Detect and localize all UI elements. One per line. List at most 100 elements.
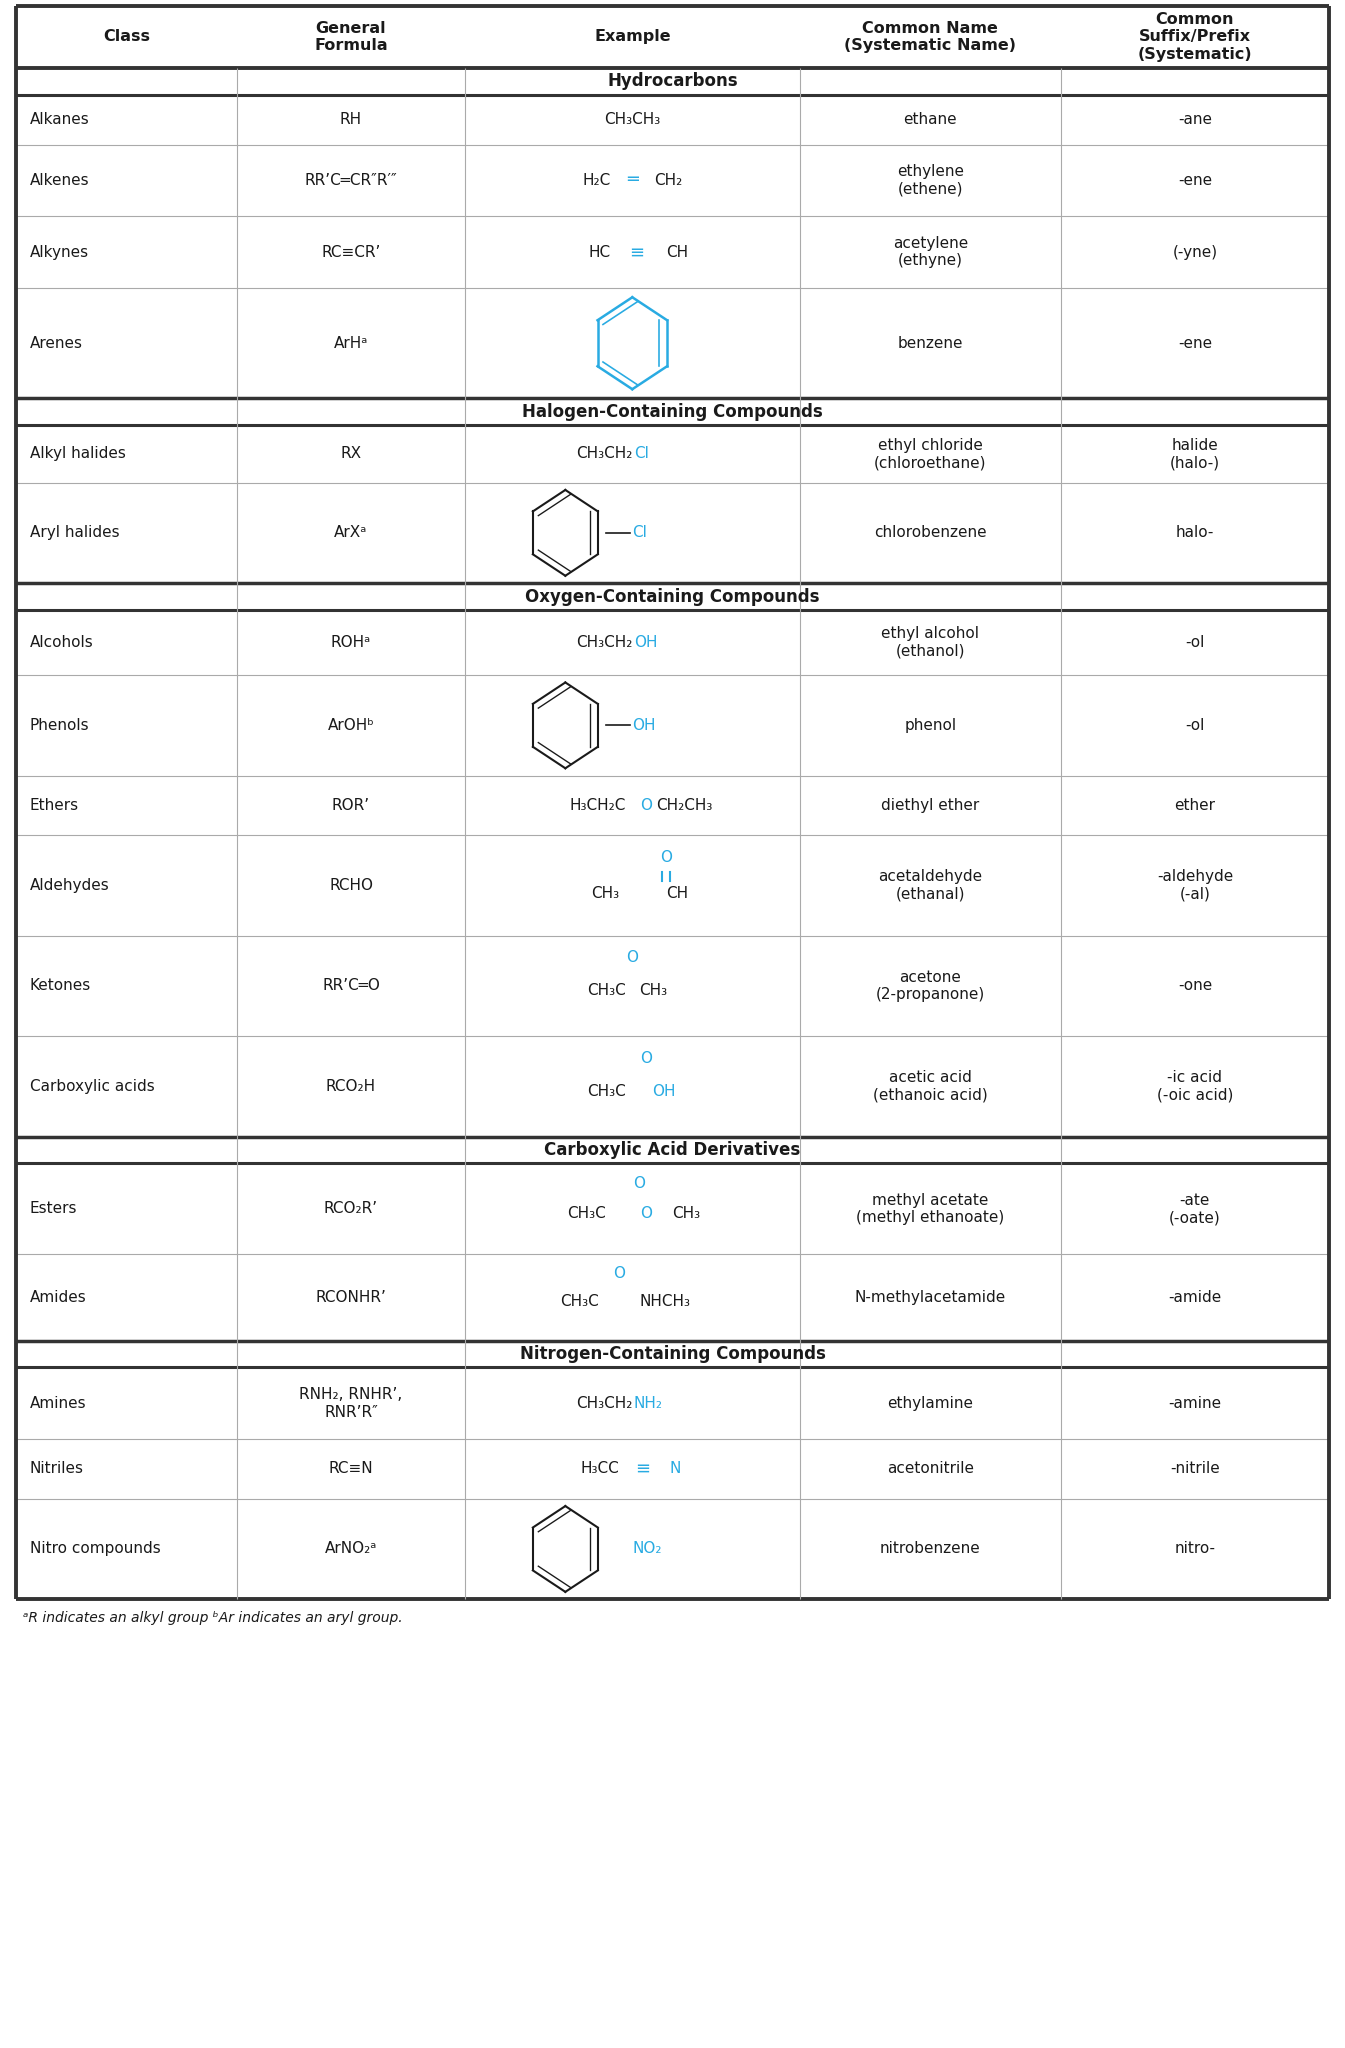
Text: Nitrogen-Containing Compounds: Nitrogen-Containing Compounds xyxy=(519,1346,826,1364)
Text: ═: ═ xyxy=(627,172,638,188)
Text: Nitriles: Nitriles xyxy=(30,1462,83,1477)
Text: RCONHR’: RCONHR’ xyxy=(316,1290,386,1305)
Text: -ate
(-oate): -ate (-oate) xyxy=(1169,1192,1221,1225)
Text: Carboxylic Acid Derivatives: Carboxylic Acid Derivatives xyxy=(545,1141,800,1159)
Text: Class: Class xyxy=(104,29,151,45)
Text: O: O xyxy=(660,850,671,864)
Text: N: N xyxy=(670,1462,681,1477)
Text: RR’C═CR″R′″: RR’C═CR″R′″ xyxy=(305,172,397,188)
Text: RX: RX xyxy=(340,446,362,461)
Text: nitrobenzene: nitrobenzene xyxy=(880,1542,981,1556)
Text: Alkenes: Alkenes xyxy=(30,172,89,188)
Text: -ane: -ane xyxy=(1178,113,1212,127)
Text: CH₂: CH₂ xyxy=(654,172,682,188)
Text: halide
(halo-): halide (halo-) xyxy=(1170,438,1220,471)
Text: Ketones: Ketones xyxy=(30,979,91,993)
Text: -amine: -amine xyxy=(1169,1397,1221,1411)
Text: Alcohols: Alcohols xyxy=(30,635,93,649)
Text: Common Name
(Systematic Name): Common Name (Systematic Name) xyxy=(845,20,1017,53)
Text: -ic acid
(-oic acid): -ic acid (-oic acid) xyxy=(1157,1071,1233,1102)
Text: HC: HC xyxy=(589,246,611,260)
Text: ArNO₂ᵃ: ArNO₂ᵃ xyxy=(325,1542,377,1556)
Text: N-methylacetamide: N-methylacetamide xyxy=(854,1290,1006,1305)
Text: RC≡CR’: RC≡CR’ xyxy=(321,246,381,260)
Text: acetaldehyde
(ethanal): acetaldehyde (ethanal) xyxy=(878,868,982,901)
Text: -ene: -ene xyxy=(1178,172,1212,188)
Text: CH₃C: CH₃C xyxy=(586,1083,625,1100)
Text: Amides: Amides xyxy=(30,1290,86,1305)
Text: Aryl halides: Aryl halides xyxy=(30,526,120,541)
Text: Carboxylic acids: Carboxylic acids xyxy=(30,1079,155,1094)
Text: NHCH₃: NHCH₃ xyxy=(639,1294,690,1309)
Text: Nitro compounds: Nitro compounds xyxy=(30,1542,160,1556)
Text: H₃CH₂C: H₃CH₂C xyxy=(569,799,625,813)
Text: CH: CH xyxy=(666,887,687,901)
Text: -ol: -ol xyxy=(1185,719,1205,733)
Text: ≡: ≡ xyxy=(635,1460,651,1479)
Text: -amide: -amide xyxy=(1169,1290,1221,1305)
Text: Alkyl halides: Alkyl halides xyxy=(30,446,125,461)
Text: CH₃C: CH₃C xyxy=(566,1206,605,1221)
Text: ethylene
(ethene): ethylene (ethene) xyxy=(897,164,964,197)
Text: -ene: -ene xyxy=(1178,336,1212,350)
Text: ethyl chloride
(chloroethane): ethyl chloride (chloroethane) xyxy=(874,438,987,471)
Text: General
Formula: General Formula xyxy=(315,20,387,53)
Text: NO₂: NO₂ xyxy=(632,1542,662,1556)
Text: ether: ether xyxy=(1174,799,1216,813)
Text: RCO₂H: RCO₂H xyxy=(325,1079,377,1094)
Text: -aldehyde
(-al): -aldehyde (-al) xyxy=(1157,868,1233,901)
Text: ethylamine: ethylamine xyxy=(888,1397,974,1411)
Text: CH₃: CH₃ xyxy=(672,1206,701,1221)
Text: Ethers: Ethers xyxy=(30,799,79,813)
Text: CH₃CH₂: CH₃CH₂ xyxy=(576,635,632,649)
Text: nitro-: nitro- xyxy=(1174,1542,1216,1556)
Text: Phenols: Phenols xyxy=(30,719,89,733)
Text: ≡: ≡ xyxy=(628,244,644,262)
Text: Alkynes: Alkynes xyxy=(30,246,89,260)
Text: NH₂: NH₂ xyxy=(633,1397,663,1411)
Text: CH₃C: CH₃C xyxy=(586,983,625,997)
Text: (-yne): (-yne) xyxy=(1173,246,1217,260)
Text: ArXᵃ: ArXᵃ xyxy=(335,526,367,541)
Text: RNH₂, RNHR’,
RNR’R″: RNH₂, RNHR’, RNR’R″ xyxy=(300,1386,402,1419)
Text: -nitrile: -nitrile xyxy=(1170,1462,1220,1477)
Text: ethyl alcohol
(ethanol): ethyl alcohol (ethanol) xyxy=(881,627,979,659)
Text: RH: RH xyxy=(340,113,362,127)
Text: Halogen-Containing Compounds: Halogen-Containing Compounds xyxy=(522,403,823,420)
Text: O: O xyxy=(613,1266,625,1280)
Text: Example: Example xyxy=(594,29,671,45)
Text: RR’C═O: RR’C═O xyxy=(321,979,381,993)
Text: acetone
(2-propanone): acetone (2-propanone) xyxy=(876,969,985,1001)
Text: Hydrocarbons: Hydrocarbons xyxy=(607,72,738,90)
Text: Common
Suffix/Prefix
(Systematic): Common Suffix/Prefix (Systematic) xyxy=(1138,12,1252,61)
Text: CH₃CH₂: CH₃CH₂ xyxy=(576,1397,632,1411)
Text: H₂C: H₂C xyxy=(582,172,611,188)
Text: CH₃CH₃: CH₃CH₃ xyxy=(604,113,660,127)
Text: acetonitrile: acetonitrile xyxy=(886,1462,974,1477)
Text: ROHᵃ: ROHᵃ xyxy=(331,635,371,649)
Text: acetylene
(ethyne): acetylene (ethyne) xyxy=(893,236,968,268)
Text: Alkanes: Alkanes xyxy=(30,113,89,127)
Text: O: O xyxy=(633,1176,646,1192)
Text: ethane: ethane xyxy=(904,113,958,127)
Text: O: O xyxy=(627,950,639,965)
Text: OH: OH xyxy=(652,1083,677,1100)
Text: acetic acid
(ethanoic acid): acetic acid (ethanoic acid) xyxy=(873,1071,987,1102)
Text: ArHᵃ: ArHᵃ xyxy=(334,336,369,350)
Text: CH₃: CH₃ xyxy=(590,887,619,901)
Text: O: O xyxy=(640,799,652,813)
Text: ᵃR indicates an alkyl group ᵇAr indicates an aryl group.: ᵃR indicates an alkyl group ᵇAr indicate… xyxy=(23,1610,402,1624)
Text: OH: OH xyxy=(633,635,658,649)
Text: ROR’: ROR’ xyxy=(332,799,370,813)
Text: chlorobenzene: chlorobenzene xyxy=(874,526,987,541)
Text: Amines: Amines xyxy=(30,1397,86,1411)
Text: Cl: Cl xyxy=(632,526,647,541)
Text: Esters: Esters xyxy=(30,1202,77,1217)
Text: RCHO: RCHO xyxy=(330,879,373,893)
Text: -ol: -ol xyxy=(1185,635,1205,649)
Text: Aldehydes: Aldehydes xyxy=(30,879,109,893)
Text: benzene: benzene xyxy=(897,336,963,350)
Text: CH₃C: CH₃C xyxy=(560,1294,599,1309)
Text: RC≡N: RC≡N xyxy=(328,1462,374,1477)
Text: halo-: halo- xyxy=(1176,526,1215,541)
